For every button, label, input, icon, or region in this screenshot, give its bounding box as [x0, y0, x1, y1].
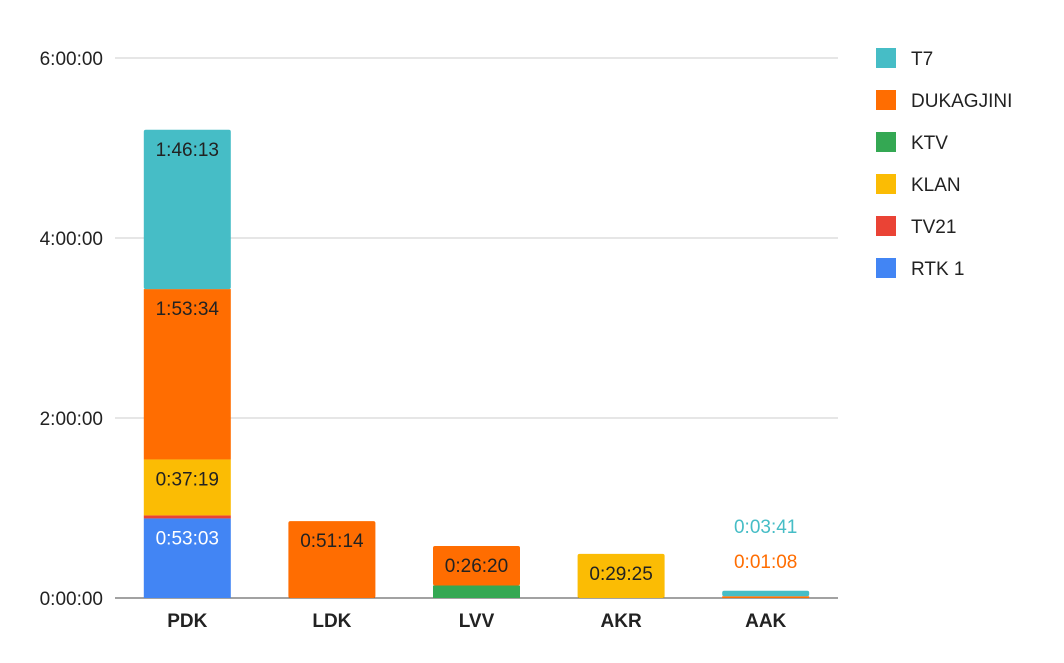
x-tick-label: PDK [167, 611, 207, 632]
data-label: 0:29:25 [589, 564, 652, 585]
bar-segment-aak-dukagjini [722, 596, 810, 598]
x-axis-ticks: PDK LDK LVV AKR AAK [167, 611, 786, 632]
legend-label: KLAN [911, 175, 961, 196]
data-label: 0:03:41 [734, 517, 797, 538]
bar-segment-lvv-ktv [433, 585, 520, 598]
data-label: 1:46:13 [156, 140, 219, 161]
bar-segment-pdk-rtk-1 [143, 518, 231, 598]
bar-segment-pdk-t7 [143, 129, 231, 290]
y-axis-ticks: 0:00:00 2:00:00 4:00:00 6:00:00 [40, 49, 103, 610]
data-label: 0:01:08 [734, 552, 797, 573]
bar-segment-pdk-klan [143, 459, 231, 516]
data-label: 0:53:03 [156, 528, 219, 549]
segment-labels: 0:53:03 0:37:19 1:53:34 1:46:13 0:51:14 0:26:… [156, 140, 798, 585]
y-tick-label: 4:00:00 [40, 229, 103, 250]
legend-label: TV21 [911, 217, 956, 238]
bar-segment-pdk-tv21 [143, 515, 231, 519]
x-tick-label: AKR [601, 611, 642, 632]
x-tick-label: LVV [459, 611, 495, 632]
y-tick-label: 2:00:00 [40, 409, 103, 430]
bar-segment-akr-klan [577, 553, 665, 598]
legend-label: DUKAGJINI [911, 91, 1012, 112]
x-tick-label: AAK [745, 611, 786, 632]
data-label: 0:51:14 [300, 531, 364, 552]
bars [143, 129, 810, 598]
data-label: 0:26:20 [445, 556, 508, 577]
legend: T7 DUKAGJINI KTV KLAN TV21 RTK 1 [876, 48, 1012, 280]
legend-swatch [876, 90, 896, 110]
legend-swatch [876, 132, 896, 152]
x-tick-label: LDK [312, 611, 351, 632]
legend-swatch [876, 174, 896, 194]
legend-label: KTV [911, 133, 948, 154]
bar-segment-aak-t7 [722, 590, 810, 597]
legend-swatch [876, 216, 896, 236]
legend-swatch [876, 258, 896, 278]
legend-swatch [876, 48, 896, 68]
bar-segment-lvv-dukagjini [433, 546, 520, 586]
legend-label: T7 [911, 49, 933, 70]
bar-segment-ldk-dukagjini [288, 521, 376, 598]
data-label: 1:53:34 [156, 299, 220, 320]
legend-label: RTK 1 [911, 259, 965, 280]
data-label: 0:37:19 [156, 469, 219, 490]
y-tick-label: 6:00:00 [40, 49, 103, 70]
bar-segment-pdk-dukagjini [143, 289, 231, 460]
y-tick-label: 0:00:00 [40, 589, 103, 610]
